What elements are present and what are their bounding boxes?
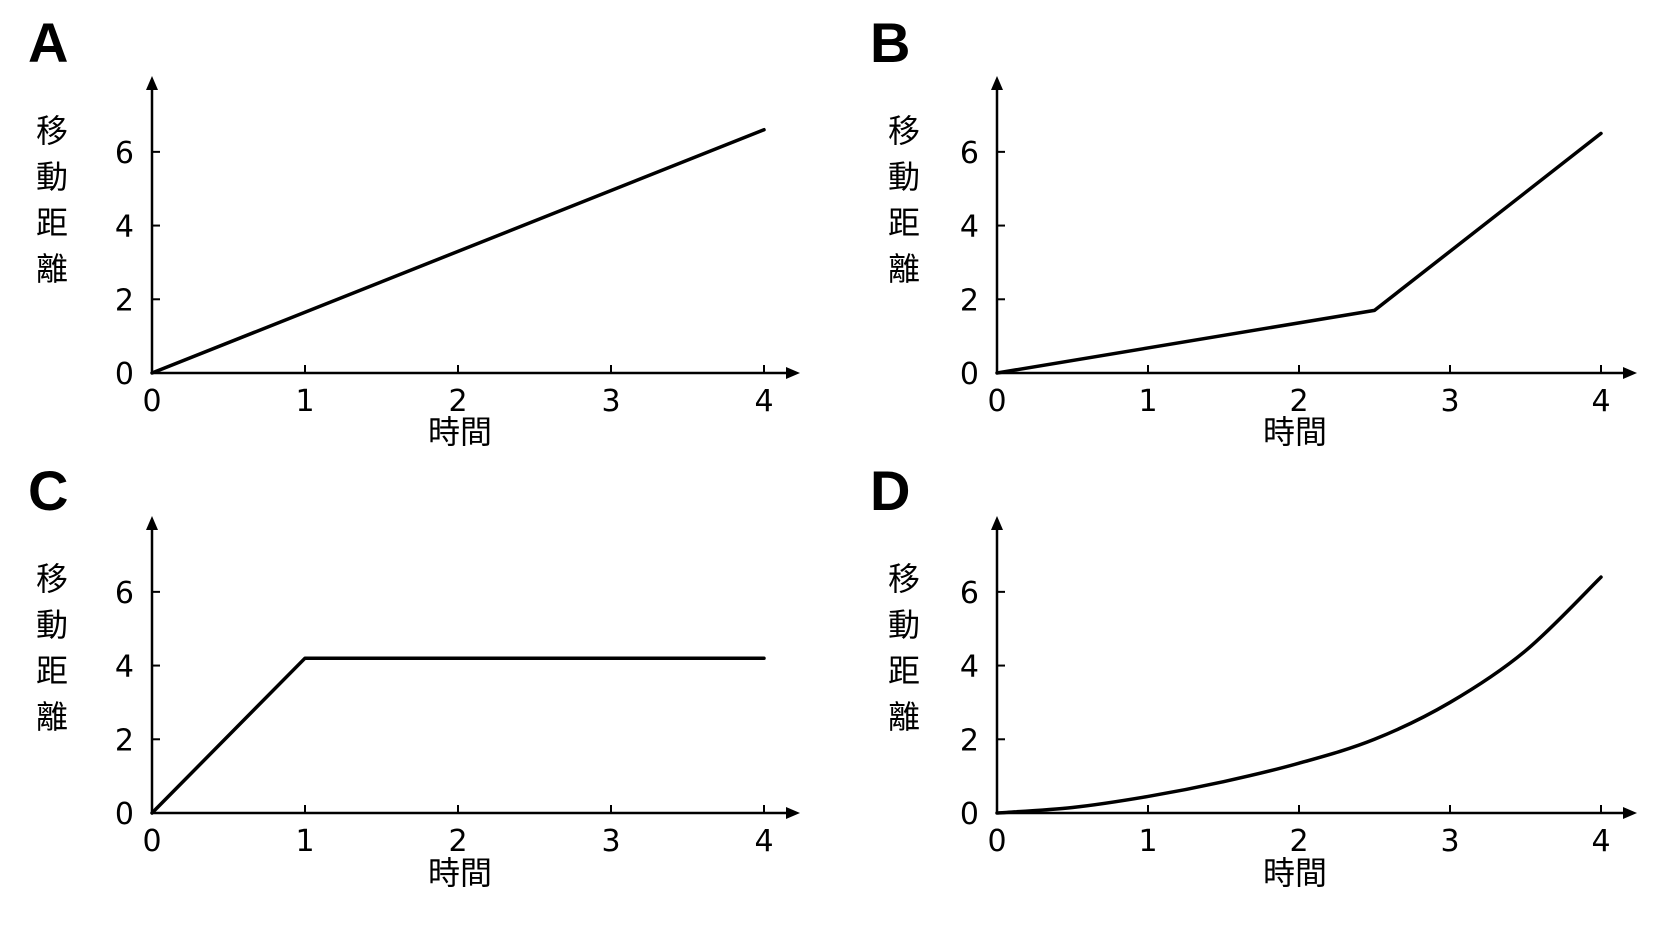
x-axis-title: 時間 (428, 413, 492, 451)
x-tick-label: 3 (601, 384, 620, 419)
y-axis-title: 移動距離 (36, 560, 68, 736)
x-tick-label: 2 (1289, 384, 1308, 419)
panel-label: B (870, 11, 910, 74)
y-axis-arrow (991, 76, 1003, 90)
x-axis-arrow (1623, 807, 1637, 819)
panel-label: C (28, 459, 68, 522)
x-tick-label: 3 (601, 824, 620, 859)
y-axis-title: 移動距離 (36, 112, 68, 288)
y-tick-label: 6 (960, 136, 979, 171)
x-axis-arrow (786, 807, 800, 819)
series-line (150, 656, 766, 815)
x-tick-label: 1 (295, 824, 314, 859)
x-tick-label: 3 (1440, 384, 1459, 419)
x-tick-label: 4 (754, 824, 773, 859)
y-axis-title: 移動距離 (888, 560, 920, 736)
y-tick-label: 4 (960, 650, 979, 685)
y-tick-label: 0 (960, 797, 979, 832)
y-tick-label: 2 (115, 283, 134, 318)
y-tick-label: 4 (960, 210, 979, 245)
x-tick-label: 4 (1591, 824, 1610, 859)
y-tick-label: 6 (115, 136, 134, 171)
x-tick-label: 0 (987, 824, 1006, 859)
x-axis-title: 時間 (1263, 854, 1327, 892)
panel-label: A (28, 11, 68, 74)
y-tick-label: 0 (960, 357, 979, 392)
x-tick-label: 4 (754, 384, 773, 419)
series-line (995, 131, 1603, 375)
panel-label: D (870, 459, 910, 522)
y-tick-label: 0 (115, 357, 134, 392)
x-tick-label: 0 (142, 384, 161, 419)
x-axis-title: 時間 (1263, 413, 1327, 451)
x-tick-label: 2 (1289, 824, 1308, 859)
y-tick-label: 2 (115, 723, 134, 758)
y-axis-title: 移動距離 (888, 112, 920, 288)
x-tick-label: 1 (295, 384, 314, 419)
series-line (150, 127, 766, 375)
y-tick-label: 6 (115, 576, 134, 611)
y-tick-label: 4 (115, 210, 134, 245)
x-tick-label: 0 (987, 384, 1006, 419)
x-axis-title: 時間 (428, 854, 492, 892)
x-tick-label: 3 (1440, 824, 1459, 859)
y-tick-label: 6 (960, 576, 979, 611)
y-axis-arrow (991, 516, 1003, 530)
x-tick-label: 0 (142, 824, 161, 859)
y-axis-arrow (146, 516, 158, 530)
x-tick-label: 2 (448, 824, 467, 859)
y-tick-label: 4 (115, 650, 134, 685)
x-axis-arrow (786, 367, 800, 379)
x-tick-label: 1 (1138, 384, 1157, 419)
x-tick-label: 2 (448, 384, 467, 419)
x-tick-label: 1 (1138, 824, 1157, 859)
x-tick-label: 4 (1591, 384, 1610, 419)
y-tick-label: 2 (960, 283, 979, 318)
series-line (995, 575, 1603, 815)
y-tick-label: 0 (115, 797, 134, 832)
x-axis-arrow (1623, 367, 1637, 379)
y-axis-arrow (146, 76, 158, 90)
y-tick-label: 2 (960, 723, 979, 758)
